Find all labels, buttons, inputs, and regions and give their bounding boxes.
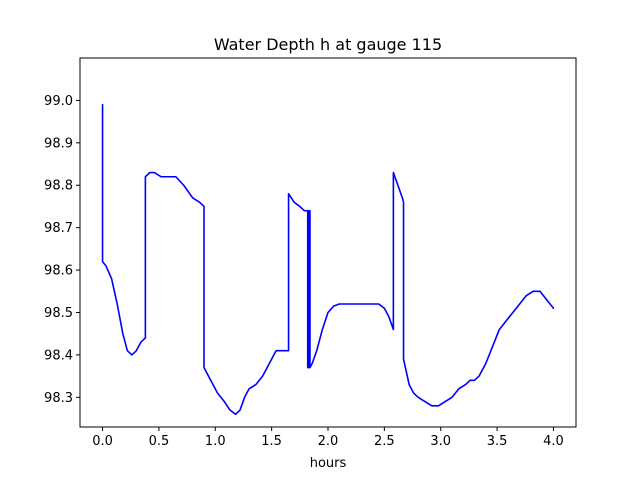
y-tick-label: 98.8 <box>44 179 73 194</box>
x-tick-label: 3.5 <box>487 434 508 449</box>
y-tick-label: 98.7 <box>44 221 73 236</box>
x-tick-label: 4.0 <box>543 434 564 449</box>
x-axis: 0.0 0.5 1.0 1.5 2.0 2.5 3.0 3.5 4.0 <box>92 427 564 449</box>
y-tick-label: 98.3 <box>44 391 73 406</box>
x-tick-label: 3.0 <box>430 434 451 449</box>
y-tick-label: 98.6 <box>44 264 73 279</box>
y-axis: 98.3 98.4 98.5 98.6 98.7 98.8 98.9 99.0 <box>44 94 80 406</box>
y-tick-label: 98.5 <box>44 306 73 321</box>
series-line-0 <box>101 103 555 416</box>
x-tick-label: 1.5 <box>261 434 282 449</box>
x-tick-label: 0.0 <box>92 434 113 449</box>
y-tick-label: 98.9 <box>44 136 73 151</box>
y-tick-label: 98.4 <box>44 348 73 363</box>
x-tick-label: 1.0 <box>205 434 226 449</box>
chart-title: Water Depth h at gauge 115 <box>214 35 442 54</box>
x-tick-label: 2.0 <box>318 434 339 449</box>
x-tick-label: 0.5 <box>149 434 170 449</box>
plot-series-group <box>101 103 555 416</box>
x-tick-label: 2.5 <box>374 434 395 449</box>
y-tick-label: 99.0 <box>44 94 73 109</box>
x-axis-title: hours <box>310 456 347 471</box>
